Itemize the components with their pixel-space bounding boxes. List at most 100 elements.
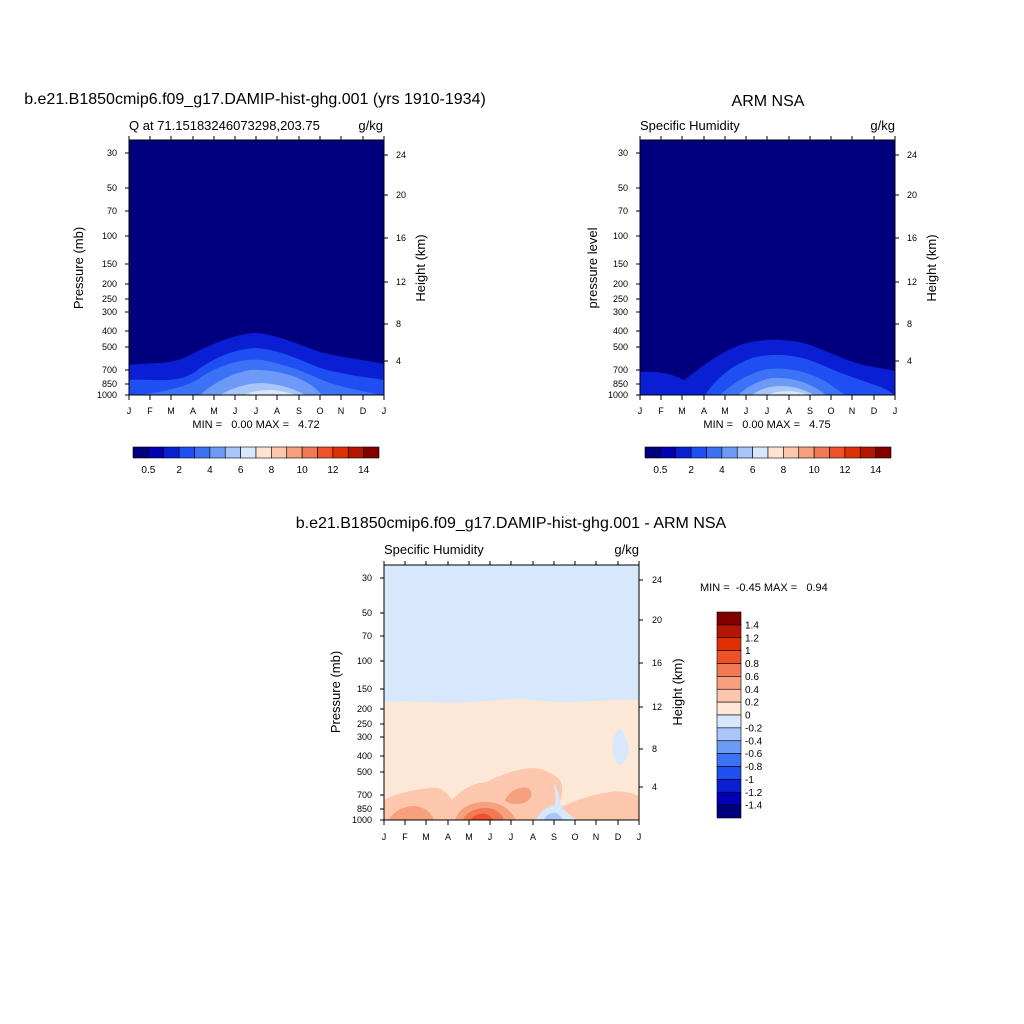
svg-text:50: 50: [362, 608, 372, 618]
colorbar-tick-label: 1.2: [745, 633, 759, 644]
svg-text:4: 4: [652, 782, 657, 792]
panel-diff-plot: [380, 561, 643, 825]
colorbar-tick-label: 10: [809, 465, 821, 476]
panel-obs: ARM NSA Specific Humidity g/kg 30 50 70 …: [585, 93, 939, 431]
colorbar-tick-label: -0.8: [745, 762, 763, 773]
svg-text:8: 8: [907, 319, 912, 329]
svg-text:30: 30: [107, 148, 117, 158]
colorbar-box: [271, 446, 288, 459]
colorbar-box: [132, 446, 149, 459]
svg-text:16: 16: [652, 658, 662, 668]
panel-diff-ylabel-right: Height (km): [670, 658, 685, 725]
svg-text:150: 150: [613, 259, 628, 269]
colorbar-box: [716, 688, 742, 703]
svg-text:100: 100: [357, 656, 372, 666]
svg-text:J: J: [638, 406, 643, 416]
svg-text:250: 250: [357, 719, 372, 729]
svg-text:700: 700: [102, 365, 117, 375]
svg-text:J: J: [233, 406, 238, 416]
panel-obs-plot: [636, 136, 899, 400]
svg-text:24: 24: [396, 150, 406, 160]
colorbar-box: [767, 446, 784, 459]
svg-text:J: J: [127, 406, 132, 416]
svg-text:M: M: [678, 406, 686, 416]
colorbar-box: [859, 446, 876, 459]
svg-text:N: N: [593, 832, 600, 842]
colorbar-box: [844, 446, 861, 459]
svg-text:J: J: [488, 832, 493, 842]
panel-model-ylabel: Pressure (mb): [71, 227, 86, 309]
colorbar-tick-label: 0.2: [745, 698, 759, 709]
colorbar-tick-label: 0.6: [745, 672, 759, 683]
panel-model-units: g/kg: [358, 118, 383, 133]
svg-text:150: 150: [102, 259, 117, 269]
colorbar-box: [301, 446, 318, 459]
svg-text:O: O: [827, 406, 834, 416]
svg-text:M: M: [210, 406, 218, 416]
svg-text:8: 8: [396, 319, 401, 329]
panel-model-stats: MIN = 0.00 MAX = 4.72: [192, 419, 319, 431]
svg-text:D: D: [871, 406, 878, 416]
colorbar-box: [644, 446, 661, 459]
colorbar-box: [716, 611, 742, 626]
colorbar-box: [163, 446, 180, 459]
svg-text:70: 70: [618, 206, 628, 216]
panel-diff-stats: MIN = -0.45 MAX = 0.94: [700, 582, 828, 594]
svg-text:50: 50: [618, 183, 628, 193]
contour-fill-0: [384, 699, 639, 820]
colorbar-box: [716, 779, 742, 793]
colorbar-tick-label: 1: [745, 646, 751, 657]
svg-text:400: 400: [102, 326, 117, 336]
svg-text:M: M: [422, 832, 430, 842]
svg-text:4: 4: [907, 356, 912, 366]
colorbar-box: [178, 446, 195, 459]
panel-obs-title: ARM NSA: [732, 93, 805, 110]
svg-text:500: 500: [102, 342, 117, 352]
colorbar-box: [752, 446, 769, 459]
panel-obs-height-tick-labels: 24 20 16 12 8 4: [907, 150, 917, 366]
svg-text:J: J: [765, 406, 770, 416]
svg-text:S: S: [551, 832, 557, 842]
colorbar-box: [716, 791, 742, 806]
contour-fill-neg-0.2: [536, 784, 576, 820]
panel-diff-ticks: [380, 561, 643, 825]
colorbar-tick-label: 0.4: [745, 685, 759, 696]
colorbar-tick-label: -1: [745, 775, 754, 786]
svg-text:M: M: [167, 406, 175, 416]
panel-diff-colorbar: 1.4 1.2 1 0.8 0.6 0.4 0.2 0-0.2 -0.4 -0.6 -0.8 -1 -1…: [716, 611, 763, 819]
colorbar-box: [829, 446, 846, 459]
colorbar-tick-label: 12: [327, 465, 339, 476]
svg-text:400: 400: [357, 751, 372, 761]
colorbar-box: [224, 446, 241, 459]
colorbar-tick-label: 14: [870, 465, 882, 476]
colorbar-box: [716, 637, 742, 651]
colorbar-box: [690, 446, 707, 459]
svg-text:12: 12: [652, 702, 662, 712]
colorbar-tick-label: 8: [781, 465, 787, 476]
colorbar-box: [660, 446, 677, 459]
svg-text:N: N: [338, 406, 345, 416]
svg-text:S: S: [296, 406, 302, 416]
svg-text:J: J: [254, 406, 259, 416]
svg-text:J: J: [509, 832, 514, 842]
svg-text:S: S: [807, 406, 813, 416]
contour-fill-0.4: [388, 806, 434, 820]
panel-obs-y-tick-labels: 30 50 70 100 150 200 250 300 400 500 700…: [608, 148, 628, 400]
colorbar-box: [813, 446, 830, 459]
svg-text:70: 70: [362, 631, 372, 641]
svg-text:A: A: [786, 406, 792, 416]
svg-text:F: F: [147, 406, 153, 416]
colorbar-tick-label: 0.8: [745, 659, 759, 670]
svg-text:70: 70: [107, 206, 117, 216]
colorbar-tick-label: 0.5: [141, 465, 155, 476]
panel-model-left-label: Q at 71.15183246073298,203.75: [129, 118, 320, 133]
contour-fill-4.5: [768, 391, 808, 395]
svg-text:A: A: [530, 832, 536, 842]
colorbar-tick-label: -1.4: [745, 801, 763, 812]
svg-text:16: 16: [396, 233, 406, 243]
svg-text:30: 30: [362, 573, 372, 583]
colorbar-tick-label: -1.2: [745, 788, 763, 799]
svg-text:850: 850: [357, 804, 372, 814]
colorbar-box: [286, 446, 303, 459]
